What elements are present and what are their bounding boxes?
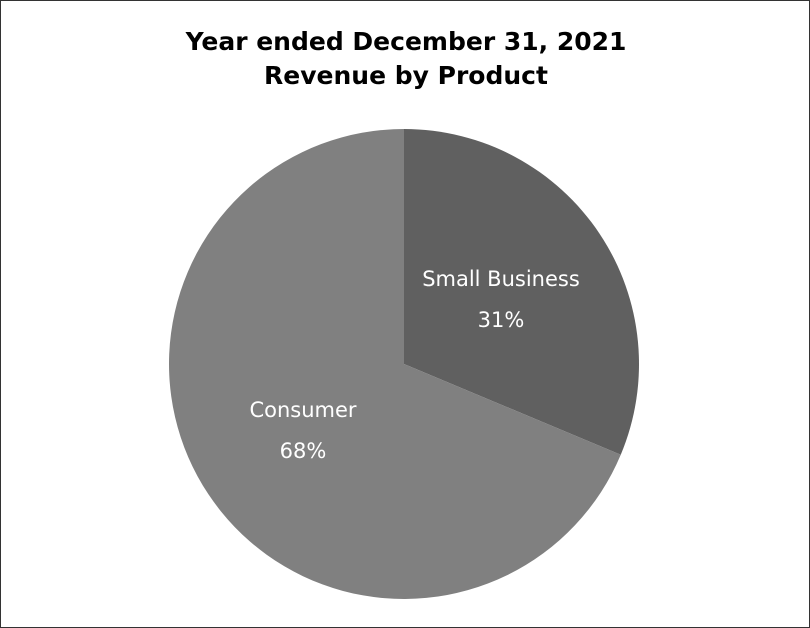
chart-subtitle: Revenue by Product [264, 61, 548, 90]
value-label: 31% [477, 308, 525, 332]
slice-label: Consumer 68% [238, 390, 368, 472]
pie-slice [404, 129, 639, 455]
value-label: 68% [279, 439, 327, 463]
pie-slice [169, 129, 621, 599]
slice-label: Small Business 31% [411, 259, 591, 341]
category-label: Consumer [249, 398, 357, 422]
chart-title: Year ended December 31, 2021 [185, 27, 627, 56]
category-label: Small Business [422, 267, 580, 291]
